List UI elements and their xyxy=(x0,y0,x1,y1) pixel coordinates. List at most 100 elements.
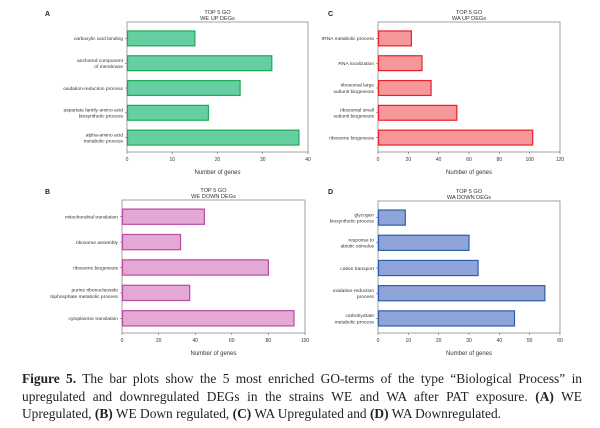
category-label: purine ribonucleoside xyxy=(72,288,119,294)
category-label: triphosphate metabolic process xyxy=(50,294,118,300)
caption-label: Figure 5. xyxy=(22,371,77,386)
x-axis-label: Number of genes xyxy=(194,170,240,176)
category-label: biosynthetic process xyxy=(330,219,375,225)
caption-b-text: WE Down regulated, xyxy=(112,406,233,421)
category-label: ribosome biogenesis xyxy=(73,265,118,271)
caption-a-text: WE Upregulated, xyxy=(22,388,582,422)
category-label: response to xyxy=(348,238,374,244)
bar xyxy=(126,129,300,146)
x-tick-label: 80 xyxy=(266,338,272,344)
caption-c-label: (C) xyxy=(232,406,252,421)
x-tick-label: 60 xyxy=(557,338,563,344)
x-tick-label: 0 xyxy=(377,338,380,344)
chart-title: TOP 5 GO xyxy=(456,10,483,16)
category-label: cation transport xyxy=(340,266,374,272)
bar xyxy=(377,310,516,327)
x-tick-label: 40 xyxy=(305,157,311,163)
x-tick-label: 0 xyxy=(377,157,380,163)
bar xyxy=(126,55,273,72)
category-label: of membrane xyxy=(94,64,123,70)
category-label: RNA localization xyxy=(338,61,374,67)
x-tick-label: 40 xyxy=(497,338,503,344)
category-label: oxidation-reduction process xyxy=(63,86,123,92)
caption-d-text: WA Downregulated. xyxy=(388,406,501,421)
bar xyxy=(126,79,241,97)
category-label: biosynthetic process xyxy=(79,114,124,120)
bar xyxy=(121,310,295,327)
category-label: tRNA metabolic process xyxy=(322,36,375,42)
caption-text: The bar plots show the 5 most enriched G… xyxy=(22,371,583,404)
category-label: metabolic process xyxy=(84,139,124,145)
x-tick-label: 60 xyxy=(229,338,235,344)
panel-letter: B xyxy=(45,189,50,196)
x-axis-label: Number of genes xyxy=(446,351,492,357)
bar xyxy=(121,233,182,251)
bar xyxy=(377,30,412,47)
bar xyxy=(377,285,546,302)
bar xyxy=(121,259,269,276)
x-tick-label: 100 xyxy=(301,338,310,344)
category-label: metabolic process xyxy=(335,319,375,325)
bar xyxy=(377,79,432,97)
x-tick-label: 10 xyxy=(406,338,412,344)
x-tick-label: 60 xyxy=(466,157,472,163)
category-label: ribosomal large xyxy=(341,83,375,89)
chart-subtitle: WE DOWN DEGs xyxy=(191,194,236,200)
bar xyxy=(377,55,423,72)
x-tick-label: 80 xyxy=(497,157,503,163)
category-label: subunit biogenesis xyxy=(333,114,374,120)
x-tick-label: 100 xyxy=(525,157,534,163)
category-label: process xyxy=(357,294,375,300)
x-tick-label: 20 xyxy=(215,157,221,163)
bar xyxy=(377,234,470,251)
category-label: glycogen xyxy=(354,212,374,218)
category-label: mitochondrial translation xyxy=(65,215,118,221)
caption-a-label: (A) xyxy=(535,388,554,404)
x-tick-label: 120 xyxy=(556,157,565,163)
category-label: anchored component xyxy=(77,58,124,64)
chart-subtitle: WA UP DEGs xyxy=(452,16,486,22)
bar xyxy=(126,30,196,47)
category-label: ribosome biogenesis xyxy=(329,135,374,141)
chart-title: TOP 5 GO xyxy=(200,188,227,194)
panel-letter: A xyxy=(45,11,50,18)
x-tick-label: 20 xyxy=(406,157,412,163)
bar xyxy=(377,209,406,226)
category-label: alpha-amino acid xyxy=(86,132,124,138)
x-tick-label: 0 xyxy=(126,157,129,163)
bar xyxy=(377,104,458,121)
chart-subtitle: WA DOWN DEGs xyxy=(447,195,491,201)
chart-title: TOP 5 GO xyxy=(204,10,231,16)
x-axis-label: Number of genes xyxy=(190,351,236,357)
category-label: ribosome assembly xyxy=(76,240,119,246)
x-tick-label: 50 xyxy=(527,338,533,344)
caption-c-text: WA Upregulated and xyxy=(251,406,370,421)
category-label: aspartate family amino acid xyxy=(63,108,123,114)
bar xyxy=(126,104,210,121)
x-tick-label: 40 xyxy=(192,338,198,344)
bar xyxy=(121,284,191,302)
panel-letter: D xyxy=(328,189,333,196)
x-tick-label: 10 xyxy=(169,157,175,163)
panel-letter: C xyxy=(328,11,333,18)
category-label: ribosomal small xyxy=(340,108,374,114)
bar xyxy=(377,129,534,146)
x-axis-label: Number of genes xyxy=(446,170,492,176)
x-tick-label: 40 xyxy=(436,157,442,163)
category-label: carbohydrate xyxy=(345,313,374,319)
figure-caption: Figure 5. The bar plots show the 5 most … xyxy=(22,370,582,423)
category-label: subunit biogenesis xyxy=(333,89,374,95)
caption-b-label: (B) xyxy=(94,406,113,421)
bar xyxy=(377,259,479,277)
caption-d-label: (D) xyxy=(369,406,389,421)
x-tick-label: 0 xyxy=(121,338,124,344)
category-label: oxidation-reduction xyxy=(333,288,375,294)
x-tick-label: 30 xyxy=(466,338,472,344)
x-tick-label: 20 xyxy=(156,338,162,344)
category-label: cytoplasmic translation xyxy=(69,316,119,322)
x-tick-label: 20 xyxy=(436,338,442,344)
